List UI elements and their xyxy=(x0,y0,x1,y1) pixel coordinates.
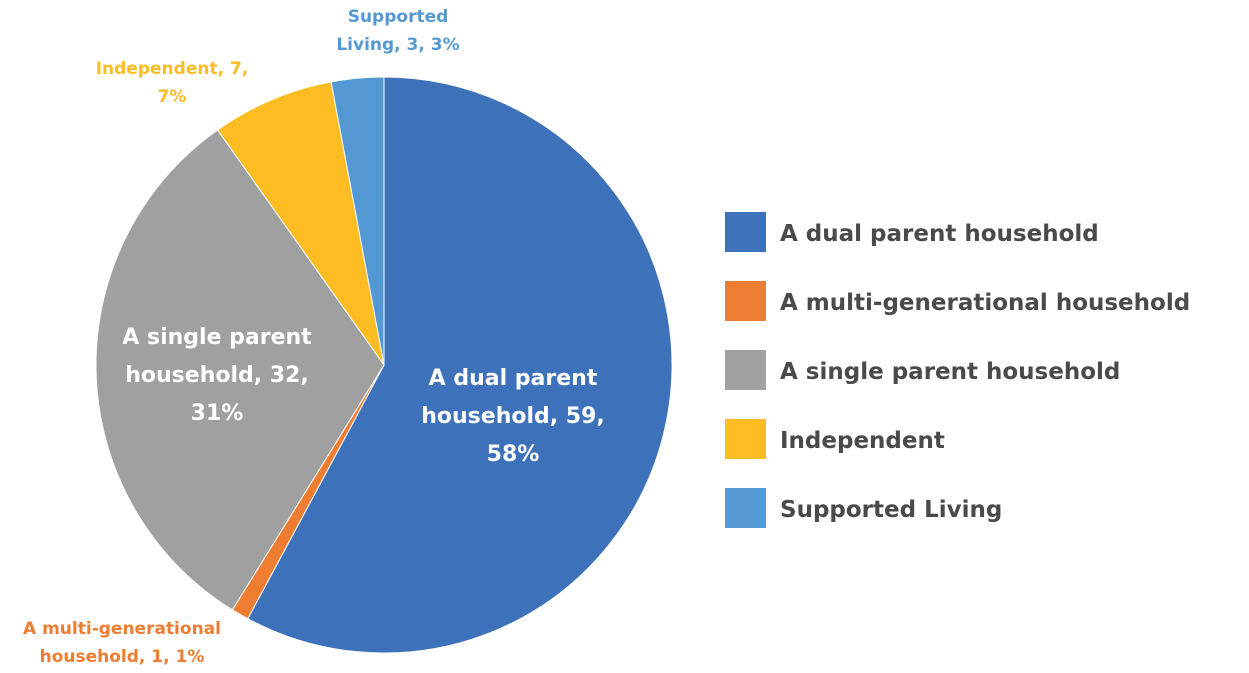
legend-independent-swatch xyxy=(725,419,766,459)
data-labels: A dual parent household, 59, 58% A multi-ge… xyxy=(23,7,605,667)
legend-single-parent-swatch xyxy=(725,350,766,390)
label-independent-line: Independent, 7, xyxy=(96,59,249,79)
label-independent: Independent, 7, 7% xyxy=(96,59,249,107)
label-dual-parent-line: household, 59, xyxy=(421,404,605,429)
slice-supported-living xyxy=(330,76,385,366)
legend-multi-generational: A multi-generational household xyxy=(725,281,1190,321)
label-dual-parent-line: A dual parent xyxy=(429,366,598,391)
legend-single-parent: A single parent household xyxy=(725,350,1120,390)
label-supported-living-line: Living, 3, 3% xyxy=(336,35,459,55)
legend-supported-living: Supported Living xyxy=(725,488,1002,528)
legend-independent-label: Independent xyxy=(780,428,945,454)
label-multi-generational: A multi-generational household, 1, 1% xyxy=(23,619,221,667)
label-supported-living: Supported Living, 3, 3% xyxy=(336,7,459,55)
slice-dual-parent xyxy=(247,76,673,654)
label-supported-living-line: Supported xyxy=(348,7,449,27)
label-single-parent-line: A single parent xyxy=(122,325,312,350)
label-single-parent-line: 31% xyxy=(191,401,244,426)
label-single-parent: A single parent household, 32, 31% xyxy=(122,325,312,426)
legend-multi-generational-swatch xyxy=(725,281,766,321)
slice-single-parent xyxy=(95,129,385,611)
legend-dual-parent-swatch xyxy=(725,212,766,252)
legend-dual-parent: A dual parent household xyxy=(725,212,1099,252)
label-single-parent-line: household, 32, xyxy=(125,363,309,388)
legend-supported-living-swatch xyxy=(725,488,766,528)
legend-multi-generational-label: A multi-generational household xyxy=(780,290,1190,316)
slice-independent xyxy=(216,81,385,366)
label-independent-line: 7% xyxy=(158,87,187,107)
legend-single-parent-label: A single parent household xyxy=(780,359,1120,385)
legend-independent: Independent xyxy=(725,419,945,459)
legend-supported-living-label: Supported Living xyxy=(780,497,1002,523)
label-multi-generational-line: A multi-generational xyxy=(23,619,221,639)
label-dual-parent: A dual parent household, 59, 58% xyxy=(421,366,605,467)
label-dual-parent-line: 58% xyxy=(487,442,540,467)
legend-dual-parent-label: A dual parent household xyxy=(780,221,1099,247)
pie-slices xyxy=(95,76,673,654)
legend: A dual parent household A multi-generatio… xyxy=(725,212,1190,528)
label-multi-generational-line: household, 1, 1% xyxy=(40,647,205,667)
